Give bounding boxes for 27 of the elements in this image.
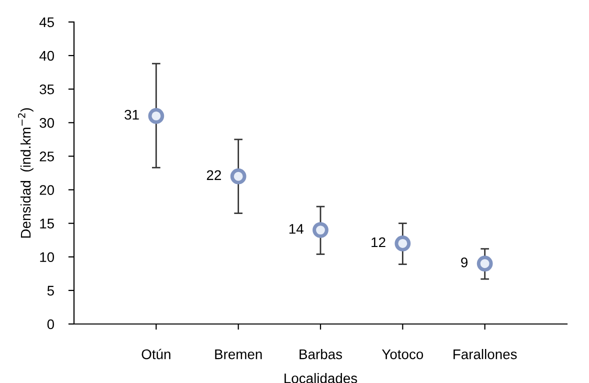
point [394,236,411,252]
y-axis-title: Densidad (ind.km$^{−2}$) [18,108,34,238]
y-tick-label: 35 [40,84,54,94]
x-tick-label: Bremen [215,350,262,360]
point [312,222,328,238]
y-tick-label: 0 [47,319,54,330]
point [230,168,246,184]
data-label: 12 [372,237,386,248]
x-tick-label: Farallones [454,349,517,360]
y-tick-label: 20 [40,185,54,195]
y-tick-label: 15 [40,218,54,229]
point [148,108,164,124]
x-tick-label: Yotoco [382,350,424,360]
x-tick-label: Otún [142,348,170,360]
point [476,256,493,272]
y-tick-label: 25 [40,152,54,162]
x-tick-label: Barbas [300,349,342,360]
y-tick-label: 5 [47,286,54,296]
y-tick-label: 10 [40,252,54,262]
data-label: 9 [461,257,468,268]
y-tick-label: 30 [40,118,54,128]
data-label: 22 [206,170,221,180]
data-label: 31 [124,110,139,120]
y-tick-label: 40 [39,50,54,61]
y-tick-label: 45 [39,17,54,28]
data-label: 14 [289,224,304,234]
x-axis-title: Localidades [284,373,358,383]
